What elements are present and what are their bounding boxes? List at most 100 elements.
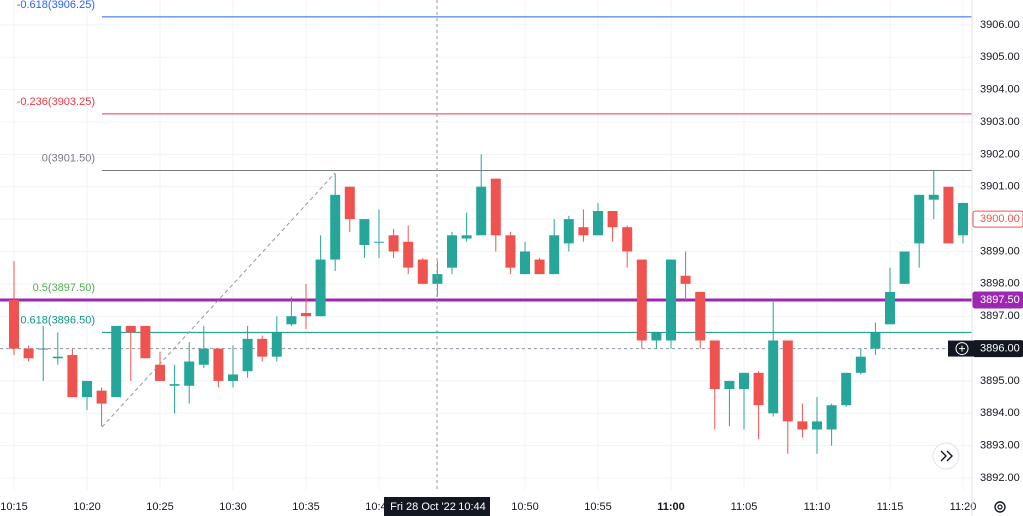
price-label: 3896.00	[980, 342, 1020, 354]
crosshair-time: 10:44	[458, 501, 486, 513]
y-tick-label: 3897.00	[980, 310, 1020, 322]
y-tick-label: 3901.00	[980, 181, 1020, 193]
crosshair-plus-sign	[959, 345, 965, 352]
candle-body	[914, 194, 925, 244]
candle-body	[943, 186, 954, 244]
candle-body	[928, 194, 939, 200]
candle-body	[125, 325, 136, 333]
y-tick-label: 3904.00	[980, 84, 1020, 96]
price-label-box	[972, 210, 1023, 228]
candle-body	[899, 251, 910, 284]
candle-body	[724, 380, 735, 390]
candle-body	[184, 361, 195, 386]
candle-body	[461, 235, 472, 239]
axis-background	[972, 0, 1023, 490]
y-tick-label: 3903.00	[980, 116, 1020, 128]
x-tick-label: 10:15	[0, 501, 28, 513]
y-tick-label: 3894.00	[980, 407, 1020, 419]
candle-body	[38, 348, 49, 350]
candle-body	[797, 421, 808, 430]
candle-body	[169, 384, 180, 386]
candle-body	[417, 259, 428, 284]
candle-body	[622, 227, 633, 252]
candle-body	[490, 178, 501, 236]
x-tick-label: 10:35	[292, 501, 320, 513]
candle-body	[520, 251, 530, 275]
candle-body	[753, 372, 764, 406]
candle-body	[855, 356, 866, 373]
y-tick-label: 3899.00	[980, 245, 1020, 257]
x-tick-label: 10:30	[219, 501, 247, 513]
candle-body	[111, 325, 122, 398]
candle-body	[782, 340, 793, 422]
fib-label: 0.5(3897.50)	[33, 282, 95, 294]
candle-body	[447, 235, 457, 268]
candle-body	[140, 325, 151, 359]
candle-body	[534, 259, 545, 275]
candle-body	[841, 372, 852, 406]
y-tick-label: 3898.00	[980, 278, 1020, 290]
candle-body	[242, 338, 253, 372]
candle-body	[67, 355, 78, 398]
price-label-box	[972, 291, 1023, 309]
candle-body	[301, 312, 311, 317]
candle-body	[651, 332, 662, 341]
candle-body	[870, 332, 881, 349]
y-tick-label: 3892.00	[980, 472, 1020, 484]
candle-body	[388, 235, 399, 252]
candle-body	[82, 380, 92, 398]
candle-body	[826, 405, 837, 430]
candle-body	[228, 374, 238, 381]
candle-body	[563, 219, 574, 244]
price-label: 3900.00	[980, 213, 1020, 225]
fib-label: -0.236(3903.25)	[17, 96, 95, 108]
y-tick-label: 3906.00	[980, 19, 1020, 31]
y-tick-label: 3895.00	[980, 375, 1020, 387]
y-tick-label: 3893.00	[980, 440, 1020, 452]
candle-body	[155, 364, 165, 381]
fib-label: 0(3901.50)	[42, 152, 95, 164]
candle-body	[96, 390, 107, 404]
crosshair-date: Fri 28 Oct '22	[390, 501, 456, 513]
x-tick-label: 10:20	[73, 501, 101, 513]
candle-body	[198, 348, 209, 365]
candle-body	[9, 300, 19, 349]
candle-body	[271, 332, 282, 357]
x-tick-label: 11:20	[950, 501, 977, 513]
fib-label: 0.618(3896.50)	[20, 314, 95, 326]
x-tick-label: 11:15	[877, 501, 904, 513]
x-tick-label: 11:10	[804, 501, 831, 513]
x-tick-label: 11:05	[731, 501, 758, 513]
settings-icon[interactable]	[994, 501, 1006, 513]
price-label: 3897.50	[980, 294, 1020, 306]
candle-body	[636, 259, 647, 341]
candle-body	[286, 316, 297, 325]
candle-body	[344, 186, 355, 220]
candle-body	[374, 241, 384, 243]
candle-body	[52, 356, 63, 359]
candle-body	[359, 219, 370, 245]
candle-body	[505, 235, 516, 268]
candle-body	[958, 202, 968, 236]
candle-body	[23, 348, 34, 359]
candle-body	[709, 340, 720, 390]
x-tick-label: 10:25	[146, 501, 174, 513]
fib-label: -0.618(3906.25)	[17, 0, 95, 11]
candle-body	[607, 211, 618, 228]
candle-body	[666, 259, 676, 341]
x-tick-label: 10:55	[584, 501, 612, 513]
grid: -0.618(3906.25) -0.236(3903.25) 0(3901.50)…	[0, 0, 972, 490]
y-tick-label: 3902.00	[980, 148, 1020, 160]
candle-body	[403, 241, 414, 268]
candle-body	[812, 421, 822, 430]
candle-body	[680, 275, 691, 284]
candle-body	[549, 235, 560, 275]
candle-body	[476, 186, 487, 236]
trend-line	[101, 172, 336, 428]
candle-body	[768, 340, 779, 414]
candle-body	[885, 291, 895, 325]
candle-body	[695, 291, 706, 341]
crosshair-plus	[955, 342, 969, 356]
candle-body	[578, 227, 589, 236]
